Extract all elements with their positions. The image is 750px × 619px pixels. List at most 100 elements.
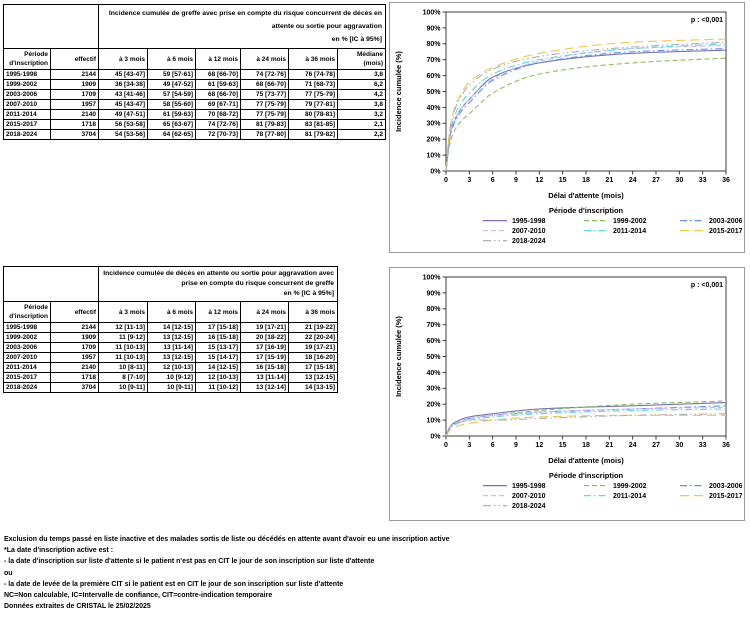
series-line-2018-2024 xyxy=(445,41,727,172)
x-tick-label: 12 xyxy=(535,177,543,184)
legend-label-2015-2017: 2015-2017 xyxy=(709,493,742,500)
row-label-cell: 1995-1998 xyxy=(3,69,51,80)
table-row: 2015-2017 1718 56 [53-58] 65 [63-67] 74 [72-… xyxy=(3,119,386,130)
value-cell: 13 [11-14] xyxy=(147,342,196,353)
value-cell: 1709 xyxy=(50,89,99,100)
value-cell: 14 [12-15] xyxy=(147,322,196,333)
legend-label-2007-2010: 2007-2010 xyxy=(512,493,546,500)
footnote-line: Données extraites de CRISTAL le 25/02/20… xyxy=(4,603,151,611)
series-line-2007-2010 xyxy=(445,406,727,437)
value-cell: 12 [10-13] xyxy=(195,372,241,383)
value-cell: 3,2 xyxy=(337,109,386,120)
p-value-label: p : <0,001 xyxy=(691,282,723,289)
value-cell: 78 [77-80] xyxy=(240,129,289,140)
column-header: à 24 mois xyxy=(240,48,289,70)
value-cell: 11 [10-12] xyxy=(195,382,241,393)
table-row: 2018-2024 3704 54 [53-56] 64 [62-65] 72 [70-… xyxy=(3,129,386,140)
table-row: 2003-2006 1709 43 [41-46] 57 [54-59] 68 [66-… xyxy=(3,89,386,100)
column-header: à 6 mois xyxy=(147,48,196,70)
y-tick-label: 30% xyxy=(426,386,441,393)
value-cell: 54 [53-56] xyxy=(98,129,148,140)
value-cell: 13 [11-14] xyxy=(240,372,289,383)
value-cell: 75 [73-77] xyxy=(240,89,289,100)
value-cell: 10 [9-11] xyxy=(147,382,196,393)
value-cell: 76 [74-78] xyxy=(288,69,338,80)
legend-title: Période d'inscription xyxy=(549,471,624,480)
x-tick-label: 0 xyxy=(444,442,448,449)
value-cell: 11 [10-13] xyxy=(98,342,148,353)
legend-label-2003-2006: 2003-2006 xyxy=(709,218,742,225)
chart-incidence-greffe: 0% 10% 20% 30% 40% 50% 60% 70% 80% 90% 100% 0 3 6 9 12 1… xyxy=(389,2,745,253)
x-tick-label: 36 xyxy=(722,177,730,184)
value-cell: 36 [34-38] xyxy=(98,79,148,90)
value-cell: 3,8 xyxy=(337,69,386,80)
y-tick-label: 50% xyxy=(426,354,441,361)
series-line-2003-2006 xyxy=(445,48,727,172)
y-tick-label: 20% xyxy=(426,137,441,144)
table-corner-cell xyxy=(3,4,99,49)
x-tick-label: 36 xyxy=(722,442,730,449)
x-tick-label: 18 xyxy=(582,177,590,184)
x-tick-label: 15 xyxy=(559,442,567,449)
table-row: 2007-2010 1957 11 [10-13] 13 [12-15] 15 [14-… xyxy=(3,352,338,363)
value-cell: 16 [15-18] xyxy=(195,332,241,343)
value-cell: 74 [72-76] xyxy=(240,69,289,80)
y-tick-label: 60% xyxy=(426,73,441,80)
value-cell: 58 [55-60] xyxy=(147,99,196,110)
value-cell: 1709 xyxy=(50,342,99,353)
value-cell: 57 [54-59] xyxy=(147,89,196,100)
value-cell: 77 [75-79] xyxy=(240,99,289,110)
x-tick-label: 12 xyxy=(535,442,543,449)
row-label-cell: 1999-2002 xyxy=(3,332,51,343)
y-tick-label: 10% xyxy=(426,153,441,160)
value-cell: 1718 xyxy=(50,119,99,130)
value-cell: 61 [59-63] xyxy=(147,109,196,120)
value-cell: 10 [9-12] xyxy=(147,372,196,383)
value-cell: 10 [9-11] xyxy=(98,382,148,393)
series-line-2011-2014 xyxy=(445,43,727,172)
value-cell: 15 [14-17] xyxy=(195,352,241,363)
value-cell: 10 [8-11] xyxy=(98,362,148,373)
table-title: Incidence cumulée de greffe avec prise e… xyxy=(98,4,386,49)
series-line-2007-2010 xyxy=(445,44,727,172)
y-tick-label: 20% xyxy=(426,402,441,409)
value-cell: 43 [41-46] xyxy=(98,89,148,100)
column-header: Période d'inscription xyxy=(3,301,51,323)
x-tick-label: 27 xyxy=(652,442,660,449)
value-cell: 17 [16-19] xyxy=(240,342,289,353)
value-cell: 14 [13-15] xyxy=(288,382,338,393)
table-row: 2003-2006 1709 11 [10-13] 13 [11-14] 15 [13-… xyxy=(3,342,338,353)
value-cell: 81 [79-82] xyxy=(288,129,338,140)
legend-label-2018-2024: 2018-2024 xyxy=(512,503,546,510)
value-cell: 65 [63-67] xyxy=(147,119,196,130)
value-cell: 1957 xyxy=(50,99,99,110)
legend-label-1999-2002: 1999-2002 xyxy=(613,483,647,490)
y-tick-label: 70% xyxy=(426,57,441,64)
value-cell: 17 [15-19] xyxy=(240,352,289,363)
value-cell: 3704 xyxy=(50,129,99,140)
table-corner-cell xyxy=(3,266,99,302)
table-row: 2011-2014 2140 10 [8-11] 12 [10-13] 14 [12-1… xyxy=(3,362,338,373)
legend-label-1999-2002: 1999-2002 xyxy=(613,218,647,225)
x-tick-label: 24 xyxy=(629,442,637,449)
legend-label-2003-2006: 2003-2006 xyxy=(709,483,742,490)
row-label-cell: 1999-2002 xyxy=(3,79,51,90)
value-cell: 11 [10-13] xyxy=(98,352,148,363)
column-header: à 36 mois xyxy=(288,48,338,70)
legend-label-2011-2014: 2011-2014 xyxy=(613,493,646,500)
column-header: à 36 mois xyxy=(288,301,338,323)
legend-title: Période d'inscription xyxy=(549,206,624,215)
value-cell: 2,1 xyxy=(337,119,386,130)
data-table-incidence-greffe: Incidence cumulée de greffe avec prise e… xyxy=(3,4,386,140)
value-cell: 14 [12-15] xyxy=(195,362,241,373)
value-cell: 70 [68-72] xyxy=(195,109,241,120)
x-tick-label: 21 xyxy=(605,177,613,184)
chart-incidence-greffe-canvas: 0%10%20%30%40%50%60%70%80%90%100%0 3 6 9 12 1… xyxy=(394,9,742,245)
legend-label-1995-1998: 1995-1998 xyxy=(512,483,546,490)
series-line-1995-1998 xyxy=(445,49,727,172)
x-tick-label: 9 xyxy=(514,177,518,184)
x-axis-title: Délai d'attente (mois) xyxy=(548,191,624,200)
value-cell: 79 [77-81] xyxy=(288,99,338,110)
value-cell: 49 [47-52] xyxy=(147,79,196,90)
value-cell: 77 [75-79] xyxy=(288,89,338,100)
